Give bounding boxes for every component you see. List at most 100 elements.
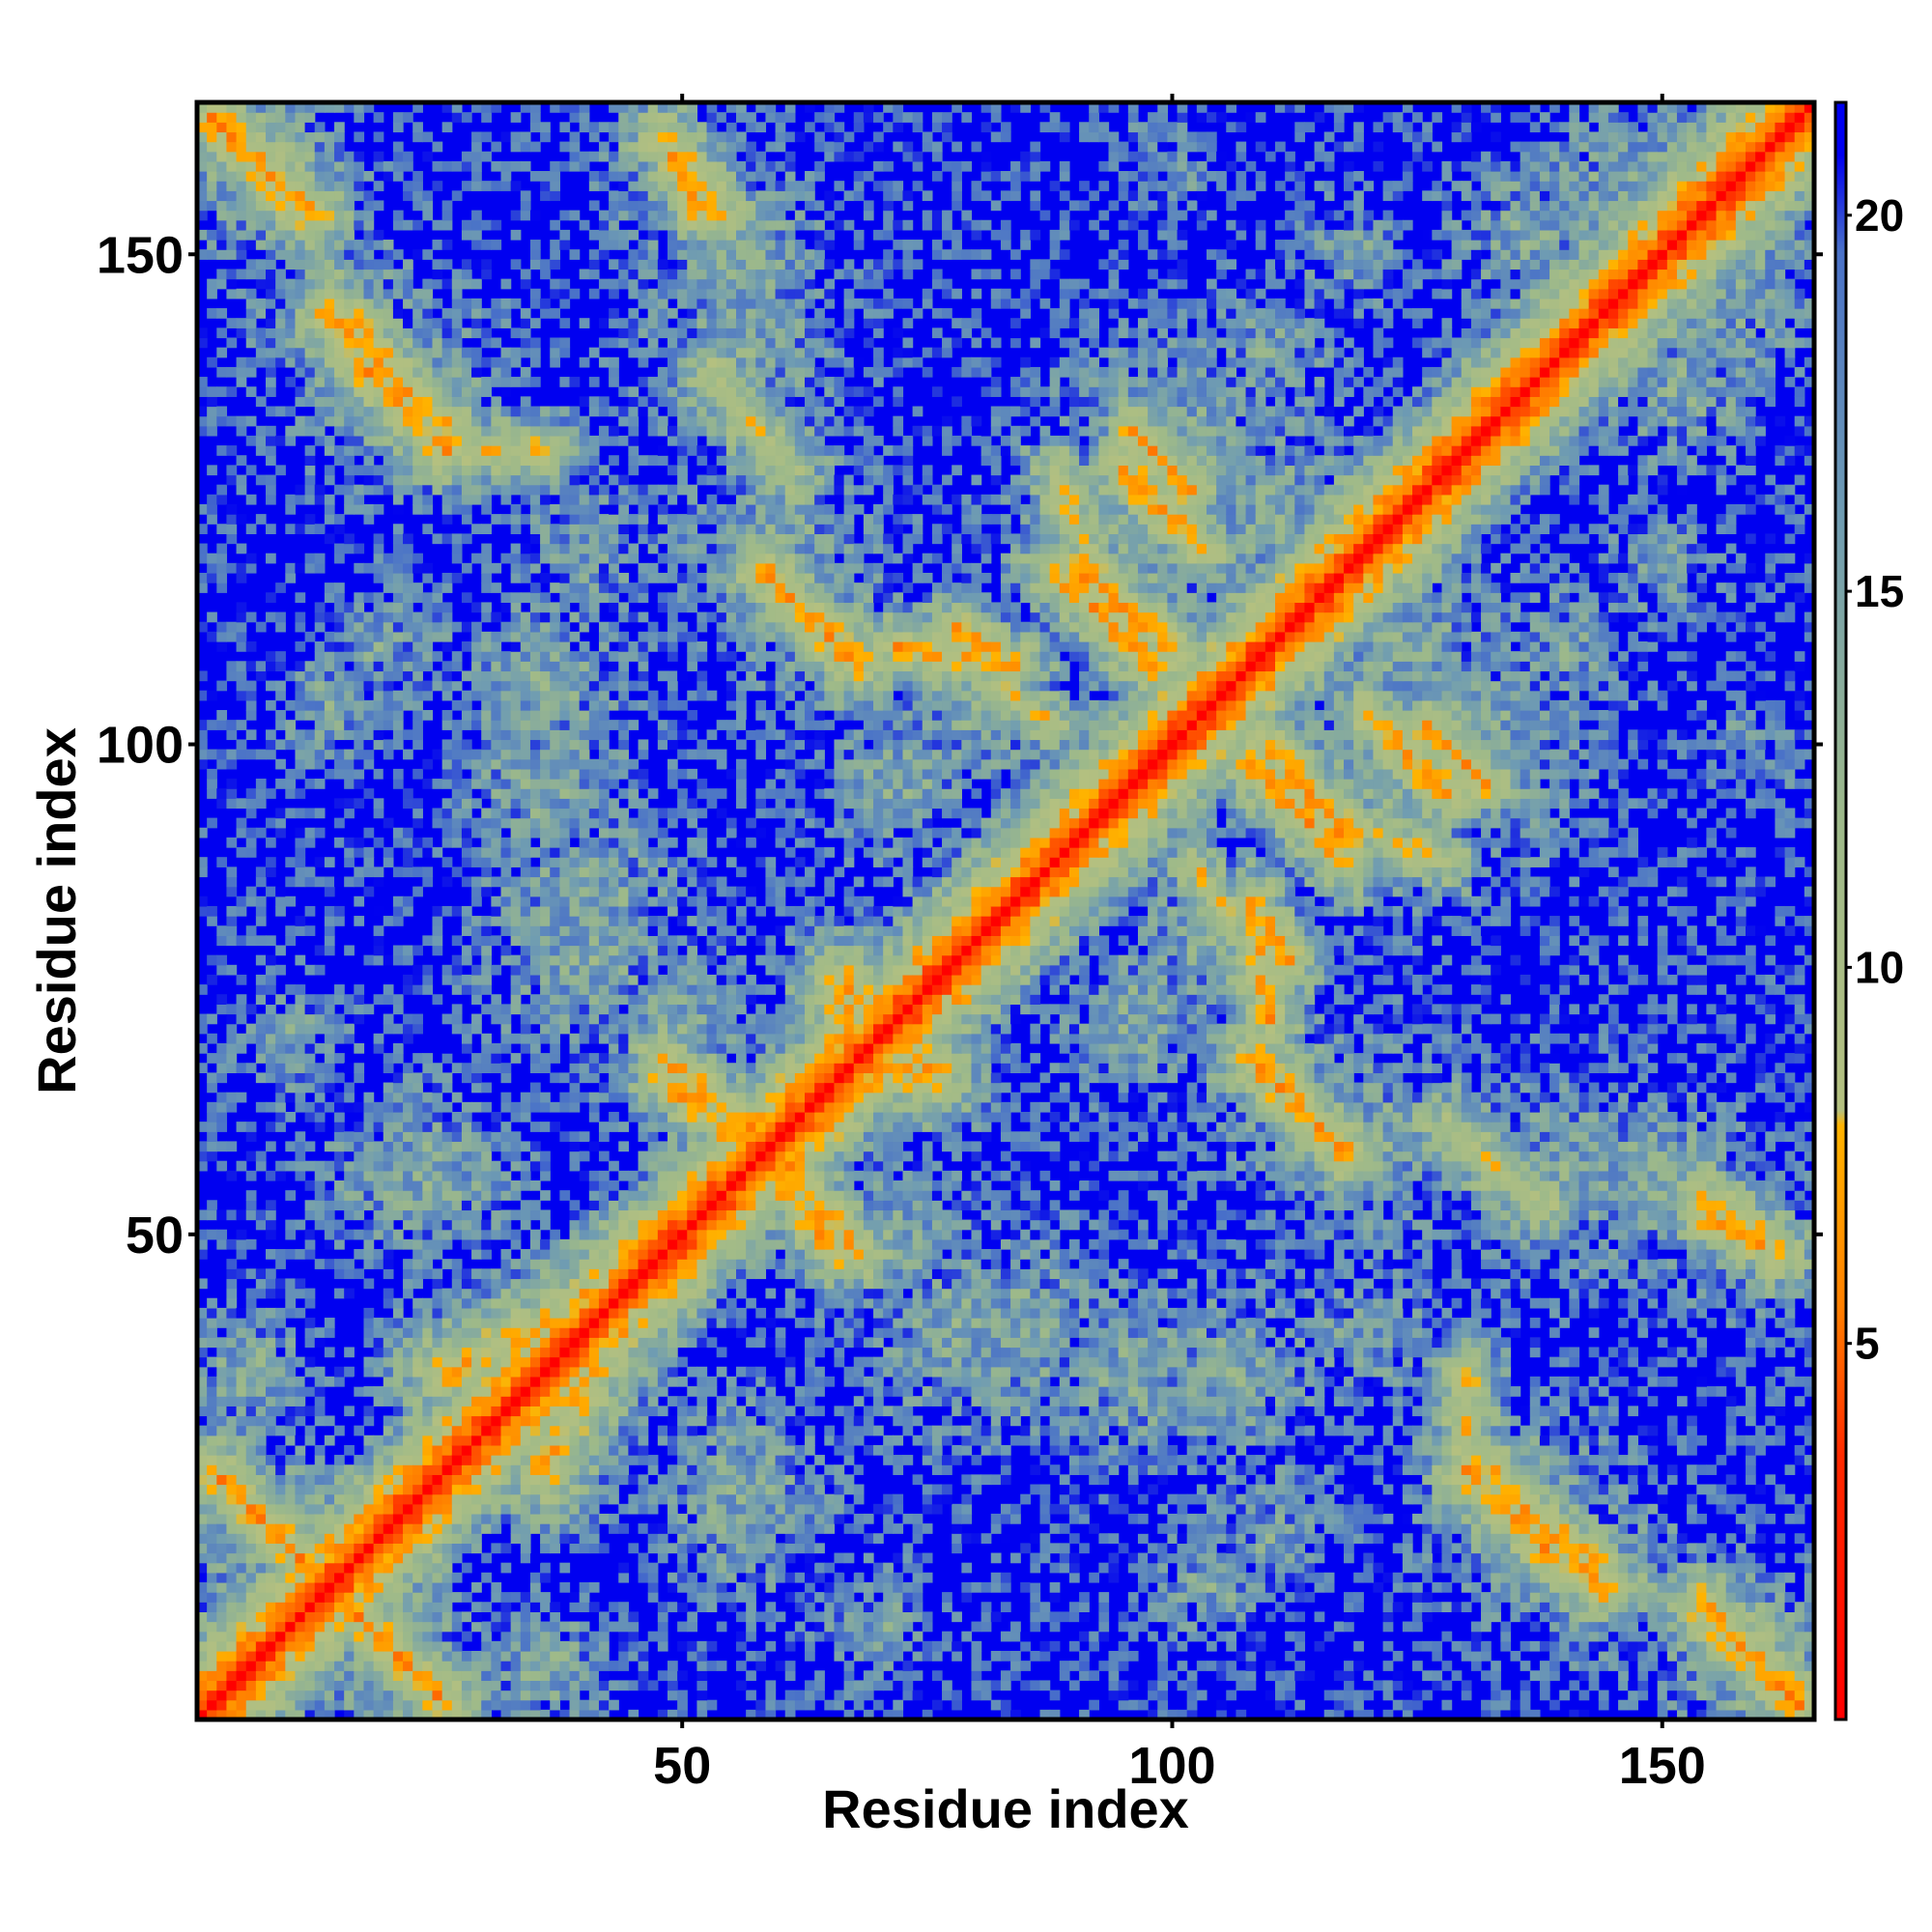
heatmap-cell xyxy=(403,435,413,446)
heatmap-cell xyxy=(471,1709,482,1720)
heatmap-cell xyxy=(1637,1552,1649,1564)
heatmap-cell xyxy=(226,1543,238,1554)
heatmap-cell xyxy=(1794,1650,1805,1662)
heatmap-cell xyxy=(696,1513,708,1524)
heatmap-cell xyxy=(363,1278,375,1290)
heatmap-cell xyxy=(245,200,257,212)
heatmap-cell xyxy=(628,1611,639,1623)
heatmap-cell xyxy=(403,857,413,867)
heatmap-cell xyxy=(324,200,335,212)
heatmap-cell xyxy=(677,1543,688,1554)
heatmap-cell xyxy=(814,1523,825,1534)
heatmap-cell xyxy=(716,1562,727,1574)
heatmap-cell xyxy=(1245,1572,1257,1583)
heatmap-cell xyxy=(207,1200,217,1211)
heatmap-cell xyxy=(334,406,345,417)
heatmap-cell xyxy=(245,210,257,221)
heatmap-cell xyxy=(275,1640,286,1652)
heatmap-cell xyxy=(1216,1602,1227,1612)
heatmap-cell xyxy=(314,1063,326,1073)
heatmap-cell xyxy=(1745,1581,1756,1593)
heatmap-cell xyxy=(275,611,286,623)
heatmap-cell xyxy=(245,1709,257,1720)
heatmap-cell xyxy=(422,1699,434,1711)
heatmap-cell xyxy=(540,1680,551,1691)
heatmap-cell xyxy=(354,1493,365,1505)
heatmap-cell xyxy=(266,1042,276,1054)
heatmap-cell xyxy=(373,837,384,848)
heatmap-cell xyxy=(1666,1602,1678,1612)
heatmap-cell xyxy=(1402,1484,1413,1495)
heatmap-cell xyxy=(1049,1523,1061,1534)
heatmap-cell xyxy=(285,122,297,133)
heatmap-cell xyxy=(461,1631,472,1642)
heatmap-cell xyxy=(873,1650,884,1662)
heatmap-cell xyxy=(1676,1699,1688,1711)
heatmap-cell xyxy=(1549,1602,1560,1612)
heatmap-cell xyxy=(285,1053,297,1064)
heatmap-cell xyxy=(216,1101,228,1113)
heatmap-cell xyxy=(1706,1543,1718,1554)
heatmap-cell xyxy=(324,278,335,290)
heatmap-cell xyxy=(295,386,306,397)
heatmap-cell xyxy=(432,1709,443,1720)
heatmap-cell xyxy=(207,514,217,525)
heatmap-cell xyxy=(412,1219,423,1231)
heatmap-cell xyxy=(314,190,326,202)
heatmap-cell xyxy=(324,1415,335,1427)
heatmap-cell xyxy=(266,592,276,604)
heatmap-cell xyxy=(1441,1602,1453,1612)
heatmap-cell xyxy=(295,1602,306,1612)
heatmap-cell xyxy=(1637,1650,1649,1662)
heatmap-cell xyxy=(412,1709,423,1720)
heatmap-cell xyxy=(1226,1631,1237,1642)
heatmap-cell xyxy=(1157,1562,1168,1574)
heatmap-cell xyxy=(383,1396,394,1406)
heatmap-cell xyxy=(285,337,297,349)
heatmap-cell xyxy=(255,1013,267,1025)
heatmap-cell xyxy=(1079,1661,1090,1671)
heatmap-cell xyxy=(383,1592,394,1603)
heatmap-cell xyxy=(226,1581,238,1593)
heatmap-cell xyxy=(843,1621,855,1633)
heatmap-cell xyxy=(334,631,345,642)
heatmap-cell xyxy=(491,1640,502,1652)
heatmap-cell xyxy=(1167,1581,1179,1593)
heatmap-cell xyxy=(255,670,267,682)
heatmap-cell xyxy=(1177,1621,1188,1633)
heatmap-cell xyxy=(1706,1572,1718,1583)
heatmap-cell xyxy=(266,1484,276,1495)
heatmap-cell xyxy=(334,1259,345,1269)
heatmap-cell xyxy=(1412,1699,1423,1711)
heatmap-cell xyxy=(893,1592,904,1603)
heatmap-cell xyxy=(1706,1581,1718,1593)
heatmap-cell xyxy=(304,278,316,290)
heatmap-cell xyxy=(598,1474,610,1486)
heatmap-cell xyxy=(363,259,375,270)
heatmap-cell xyxy=(471,1621,482,1633)
heatmap-cell xyxy=(226,141,238,153)
heatmap-cell xyxy=(266,151,276,162)
heatmap-cell xyxy=(412,553,423,564)
heatmap-cell xyxy=(295,240,306,250)
heatmap-cell xyxy=(1578,1602,1590,1612)
heatmap-cell xyxy=(481,1572,492,1583)
heatmap-cell xyxy=(647,1533,659,1544)
heatmap-cell xyxy=(657,1523,668,1534)
heatmap-cell xyxy=(1226,1543,1237,1554)
heatmap-cell xyxy=(540,1513,551,1524)
heatmap-cell xyxy=(354,916,365,926)
heatmap-cell xyxy=(383,1318,394,1328)
heatmap-cell xyxy=(392,651,404,662)
heatmap-cell xyxy=(1804,1611,1815,1623)
heatmap-cell xyxy=(559,1661,571,1671)
heatmap-cell xyxy=(354,837,365,848)
heatmap-cell xyxy=(422,356,434,368)
heatmap-cell xyxy=(1285,1670,1295,1682)
heatmap-cell xyxy=(363,1493,375,1505)
heatmap-cell xyxy=(922,1484,933,1495)
heatmap-cell xyxy=(784,1699,796,1711)
heatmap-cell xyxy=(334,1180,345,1191)
heatmap-cell xyxy=(794,1523,806,1534)
heatmap-cell xyxy=(1559,1581,1570,1593)
